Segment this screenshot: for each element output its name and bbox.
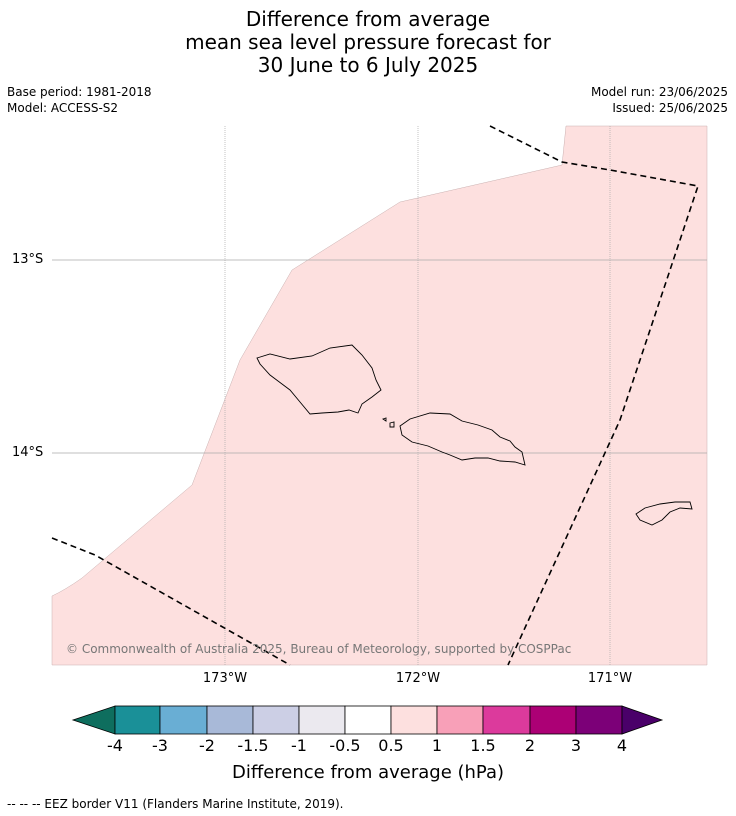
colorbar-segment bbox=[344, 705, 392, 735]
colorbar-tick-label: 3 bbox=[570, 736, 582, 755]
colorbar-tick-label: -0.5 bbox=[329, 736, 361, 755]
colorbar-tick-label: -1.5 bbox=[237, 736, 269, 755]
colorbar-tick-label: 1 bbox=[431, 736, 443, 755]
title-line-2: mean sea level pressure forecast for bbox=[185, 30, 551, 54]
model-name: Model: ACCESS-S2 bbox=[7, 101, 119, 115]
lat-label-13s: 13°S bbox=[12, 252, 44, 267]
colorbar bbox=[71, 705, 664, 735]
colorbar-tick-label: -2 bbox=[199, 736, 215, 755]
base-period: Base period: 1981-2018 bbox=[7, 85, 152, 99]
lon-label-172w: 172°W bbox=[395, 671, 441, 686]
tutuila-island bbox=[635, 501, 693, 526]
upolu-island bbox=[399, 412, 526, 466]
colorbar-tick-label: -4 bbox=[107, 736, 123, 755]
colorbar-segment bbox=[114, 705, 161, 735]
colorbar-tick-label: 0.5 bbox=[378, 736, 404, 755]
colorbar-arrow-low bbox=[71, 705, 116, 735]
title-line-1: Difference from average bbox=[245, 7, 491, 31]
colorbar-segment bbox=[390, 705, 438, 735]
colorbar-label: Difference from average (hPa) bbox=[231, 762, 505, 783]
model-run: Model run: 23/06/2025 bbox=[590, 85, 728, 99]
gridlines bbox=[52, 126, 707, 665]
lon-label-173w: 173°W bbox=[202, 671, 248, 686]
savaii-island bbox=[256, 344, 382, 415]
colorbar-tick-label: 4 bbox=[616, 736, 628, 755]
map-canvas bbox=[51, 125, 708, 666]
lat-label-14s: 14°S bbox=[12, 445, 44, 460]
issued-date: Issued: 25/06/2025 bbox=[612, 101, 728, 115]
colorbar-tick-label: 2 bbox=[524, 736, 536, 755]
colorbar-segment bbox=[529, 705, 577, 735]
anomaly-region bbox=[51, 125, 708, 666]
colorbar-tick-label: 1.5 bbox=[470, 736, 496, 755]
apolima-islet bbox=[389, 421, 395, 428]
lon-label-171w: 171°W bbox=[587, 671, 633, 686]
colorbar-segment bbox=[575, 705, 623, 735]
meta-left: Base period: 1981-2018 Model: ACCESS-S2 bbox=[7, 84, 152, 116]
colorbar-segment bbox=[298, 705, 346, 735]
meta-right: Model run: 23/06/2025 Issued: 25/06/2025 bbox=[591, 84, 728, 116]
copyright-note: © Commonwealth of Australia 2025, Bureau… bbox=[66, 642, 572, 656]
colorbar-segment bbox=[436, 705, 484, 735]
colorbar-segment bbox=[206, 705, 254, 735]
chart-title: Difference from average mean sea level p… bbox=[0, 8, 736, 77]
eez-legend-note: -- -- -- EEZ border V11 (Flanders Marine… bbox=[7, 797, 344, 811]
colorbar-segment bbox=[159, 705, 208, 735]
colorbar-tick-label: -1 bbox=[291, 736, 307, 755]
colorbar-segment bbox=[482, 705, 531, 735]
eez-border bbox=[51, 125, 700, 666]
colorbar-arrow-high bbox=[621, 705, 664, 735]
title-line-3: 30 June to 6 July 2025 bbox=[257, 53, 479, 77]
colorbar-tick-label: -3 bbox=[152, 736, 168, 755]
manono-islet bbox=[381, 417, 387, 422]
colorbar-segment bbox=[252, 705, 300, 735]
